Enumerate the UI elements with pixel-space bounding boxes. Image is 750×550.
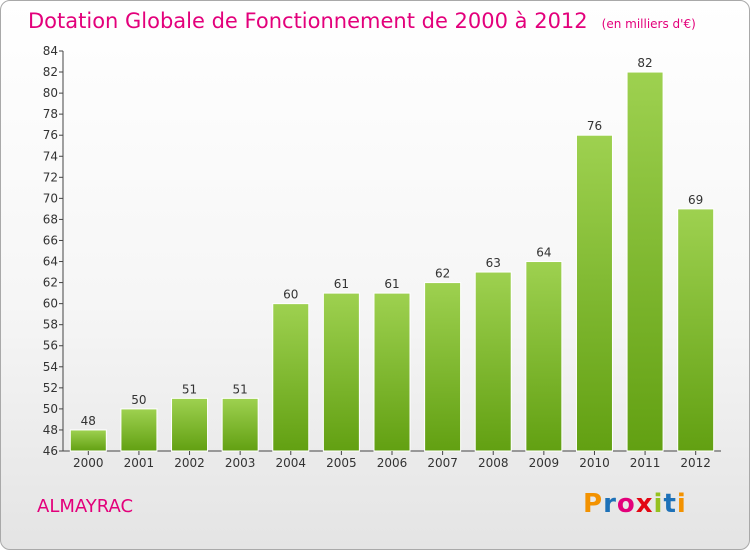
x-tick-label: 2012: [680, 456, 711, 470]
x-tick-label: 2011: [630, 456, 661, 470]
bar-value-label: 69: [688, 193, 703, 207]
y-tick-label: 80: [43, 86, 58, 100]
y-tick-label: 54: [43, 360, 58, 374]
x-tick-label: 2008: [478, 456, 509, 470]
bar: [525, 261, 563, 452]
bar: [677, 208, 715, 452]
y-tick-label: 60: [43, 297, 58, 311]
bar-value-label: 51: [233, 382, 248, 396]
y-tick-label: 46: [43, 444, 58, 458]
x-tick-label: 2003: [225, 456, 256, 470]
x-tick-label: 2001: [124, 456, 155, 470]
logo-letter: i: [653, 489, 664, 519]
bar: [575, 134, 613, 452]
bar: [626, 71, 664, 452]
bar-value-label: 61: [334, 277, 349, 291]
logo-letter: r: [603, 489, 617, 519]
bar: [221, 397, 259, 452]
bar: [424, 282, 462, 452]
y-tick-label: 64: [43, 255, 58, 269]
bar: [373, 292, 411, 452]
y-tick-label: 56: [43, 339, 58, 353]
y-tick-label: 52: [43, 381, 58, 395]
y-tick-label: 66: [43, 233, 58, 247]
y-tick-label: 74: [43, 149, 58, 163]
bar: [322, 292, 360, 452]
logo-letter: P: [583, 489, 604, 519]
y-tick-label: 62: [43, 276, 58, 290]
bar: [171, 397, 209, 452]
bar: [272, 303, 310, 452]
x-tick-label: 2000: [73, 456, 104, 470]
x-tick-label: 2005: [326, 456, 357, 470]
bar: [474, 271, 512, 452]
commune-name: ALMAYRAC: [37, 496, 134, 517]
y-tick-label: 82: [43, 65, 58, 79]
y-tick-label: 70: [43, 191, 58, 205]
bar-value-label: 50: [131, 393, 146, 407]
y-tick-label: 78: [43, 107, 58, 121]
bar: [120, 408, 158, 452]
logo-letter: i: [676, 489, 687, 519]
bar: [69, 429, 107, 452]
logo-letter: t: [663, 489, 677, 519]
bar-value-label: 48: [81, 414, 96, 428]
chart-title-text: Dotation Globale de Fonctionnement de 20…: [28, 9, 588, 33]
bar-value-label: 82: [637, 56, 652, 70]
y-tick-label: 50: [43, 402, 58, 416]
bar-value-label: 76: [587, 119, 602, 133]
x-tick-label: 2006: [377, 456, 408, 470]
y-tick-label: 72: [43, 170, 58, 184]
bar-value-label: 63: [486, 256, 501, 270]
bar-value-label: 51: [182, 382, 197, 396]
y-tick-label: 58: [43, 318, 58, 332]
x-tick-label: 2004: [275, 456, 306, 470]
y-tick-label: 76: [43, 128, 58, 142]
proxiti-logo: Proxiti: [583, 489, 687, 519]
x-tick-label: 2010: [579, 456, 610, 470]
unit-note: (en milliers d'€): [601, 17, 696, 31]
bar-value-label: 64: [536, 246, 551, 260]
y-tick-label: 48: [43, 423, 58, 437]
y-tick-label: 84: [43, 44, 58, 58]
bar-value-label: 62: [435, 267, 450, 281]
chart-title: Dotation Globale de Fonctionnement de 20…: [28, 9, 696, 33]
y-tick-label: 68: [43, 212, 58, 226]
x-tick-label: 2002: [174, 456, 205, 470]
logo-letter: o: [616, 489, 636, 519]
x-tick-label: 2009: [529, 456, 560, 470]
bar-value-label: 60: [283, 288, 298, 302]
bar-value-label: 61: [384, 277, 399, 291]
logo-letter: x: [635, 489, 654, 519]
x-tick-label: 2007: [427, 456, 458, 470]
